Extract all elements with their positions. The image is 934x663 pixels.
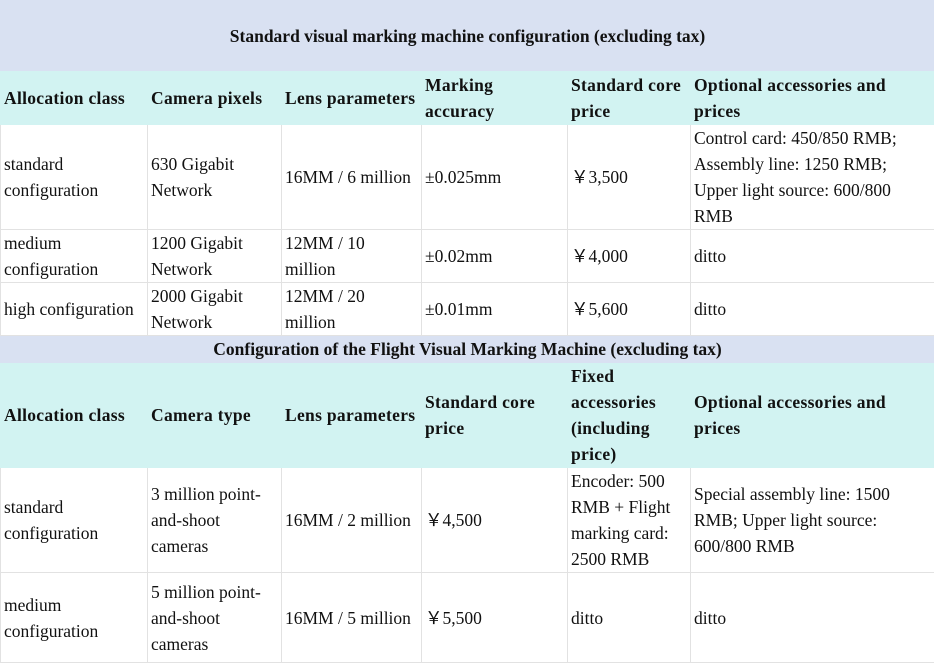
table-cell: ￥4,500 <box>422 468 568 573</box>
column-header: Standard core price <box>422 363 568 468</box>
table-cell: ￥3,500 <box>568 125 691 230</box>
column-header: Lens parameters <box>282 363 422 468</box>
table-cell: 2000 Gigabit Network <box>148 283 282 336</box>
table-cell: ￥5,600 <box>568 283 691 336</box>
column-header: Fixed accessories (including price) <box>568 363 691 468</box>
column-header: Standard core price <box>568 71 691 125</box>
table-cell: ￥4,000 <box>568 230 691 283</box>
table-cell: medium configuration <box>1 573 148 663</box>
column-header: Optional accessories and prices <box>691 71 934 125</box>
table-cell: ditto <box>691 573 934 663</box>
table-cell: medium configuration <box>1 230 148 283</box>
column-header: Optional accessories and prices <box>691 363 934 468</box>
table-cell: 12MM / 10 million <box>282 230 422 283</box>
table-cell: Special assembly line: 1500 RMB; Upper l… <box>691 468 934 573</box>
table-title: Standard visual marking machine configur… <box>1 1 934 71</box>
table-cell: ditto <box>568 573 691 663</box>
table-title: Configuration of the Flight Visual Marki… <box>1 336 934 363</box>
column-header: Marking accuracy <box>422 71 568 125</box>
table-cell: ditto <box>691 230 934 283</box>
column-header: Camera pixels <box>148 71 282 125</box>
table-title-row: Standard visual marking machine configur… <box>1 1 934 71</box>
column-header: Allocation class <box>1 71 148 125</box>
column-header: Camera type <box>148 363 282 468</box>
table-cell: 16MM / 2 million <box>282 468 422 573</box>
table-cell: 3 million point-and-shoot cameras <box>148 468 282 573</box>
column-header: Allocation class <box>1 363 148 468</box>
table-cell: 1200 Gigabit Network <box>148 230 282 283</box>
table-cell: 16MM / 5 million <box>282 573 422 663</box>
table-cell: standard configuration <box>1 125 148 230</box>
table-cell: 5 million point-and-shoot cameras <box>148 573 282 663</box>
table-cell: ±0.02mm <box>422 230 568 283</box>
table-cell: ditto <box>691 283 934 336</box>
table-cell: standard configuration <box>1 468 148 573</box>
table-cell: ￥5,500 <box>422 573 568 663</box>
table-title-row: Configuration of the Flight Visual Marki… <box>1 336 934 363</box>
column-header: Lens parameters <box>282 71 422 125</box>
table-cell: Encoder: 500 RMB + Flight marking card: … <box>568 468 691 573</box>
table-cell: Control card: 450/850 RMB; Assembly line… <box>691 125 934 230</box>
table-cell: ±0.025mm <box>422 125 568 230</box>
table-cell: high configuration <box>1 283 148 336</box>
table-cell: 16MM / 6 million <box>282 125 422 230</box>
table-cell: ±0.01mm <box>422 283 568 336</box>
table-cell: 630 Gigabit Network <box>148 125 282 230</box>
table-cell: 12MM / 20 million <box>282 283 422 336</box>
